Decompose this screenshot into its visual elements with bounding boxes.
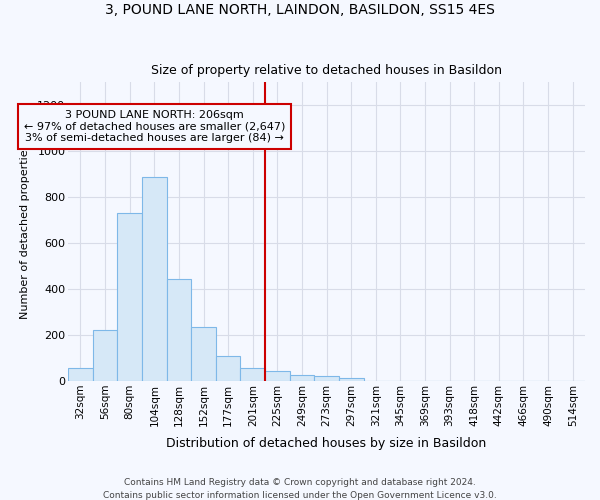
Bar [314, 376, 339, 381]
Bar [216, 356, 241, 381]
Text: Contains HM Land Registry data © Crown copyright and database right 2024.
Contai: Contains HM Land Registry data © Crown c… [103, 478, 497, 500]
Bar [339, 378, 364, 381]
Title: Size of property relative to detached houses in Basildon: Size of property relative to detached ho… [151, 64, 502, 77]
Y-axis label: Number of detached properties: Number of detached properties [20, 144, 31, 320]
Bar [118, 214, 142, 381]
Text: 3 POUND LANE NORTH: 206sqm
← 97% of detached houses are smaller (2,647)
3% of se: 3 POUND LANE NORTH: 206sqm ← 97% of deta… [23, 110, 285, 143]
Bar [265, 370, 290, 381]
Bar [290, 375, 314, 381]
Text: 3, POUND LANE NORTH, LAINDON, BASILDON, SS15 4ES: 3, POUND LANE NORTH, LAINDON, BASILDON, … [105, 2, 495, 16]
Bar [68, 368, 93, 381]
Bar [93, 330, 118, 381]
X-axis label: Distribution of detached houses by size in Basildon: Distribution of detached houses by size … [166, 437, 487, 450]
Bar [191, 327, 216, 381]
Bar [241, 368, 265, 381]
Bar [142, 176, 167, 381]
Bar [167, 279, 191, 381]
